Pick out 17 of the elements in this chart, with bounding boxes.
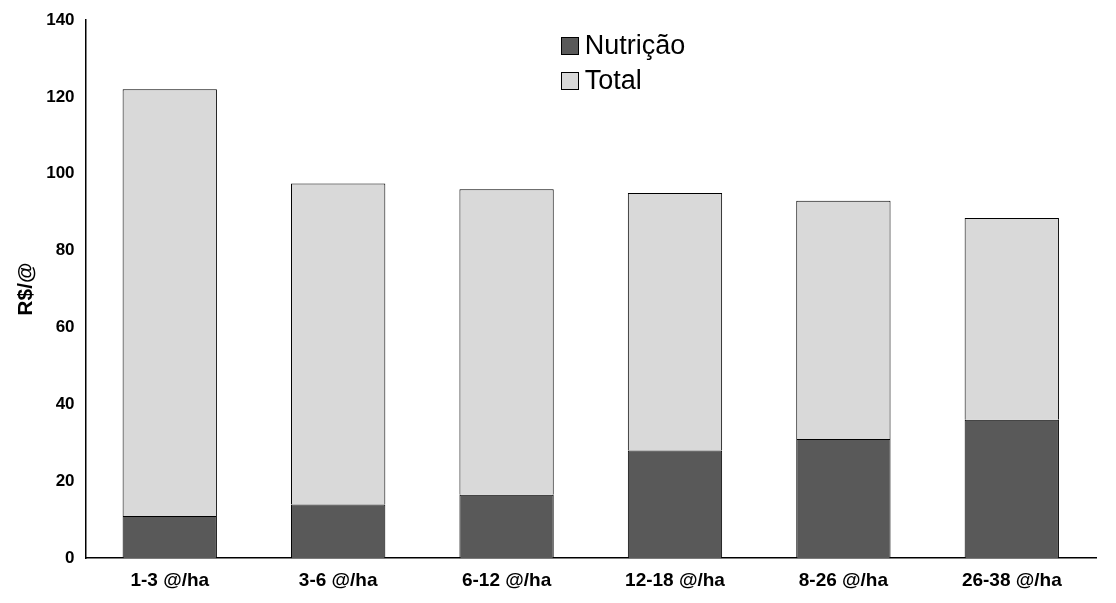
x-tick-label: 1-3 @/ha: [130, 568, 210, 590]
x-tick-label: 6-12 @/ha: [461, 568, 552, 590]
y-tick-label: 40: [55, 394, 75, 414]
y-tick-label: 80: [55, 240, 75, 260]
y-tick-label: 120: [46, 86, 75, 106]
y-tick-label: 140: [46, 9, 75, 29]
legend-label: Total: [583, 65, 643, 96]
y-tick-label: 100: [46, 163, 75, 183]
y-axis-title: R$/@: [13, 262, 37, 316]
x-tick-label: 8-26 @/ha: [798, 568, 889, 590]
y-tick-label: 20: [55, 471, 75, 490]
legend-label: Nutrição: [583, 30, 686, 61]
y-tick-label: 60: [55, 317, 75, 337]
x-tick-label: 12-18 @/ha: [625, 568, 726, 590]
x-tick-label: 26-38 @/ha: [961, 568, 1063, 590]
x-tick-label: 3-6 @/ha: [298, 568, 378, 590]
y-tick-label: 0: [65, 547, 75, 567]
